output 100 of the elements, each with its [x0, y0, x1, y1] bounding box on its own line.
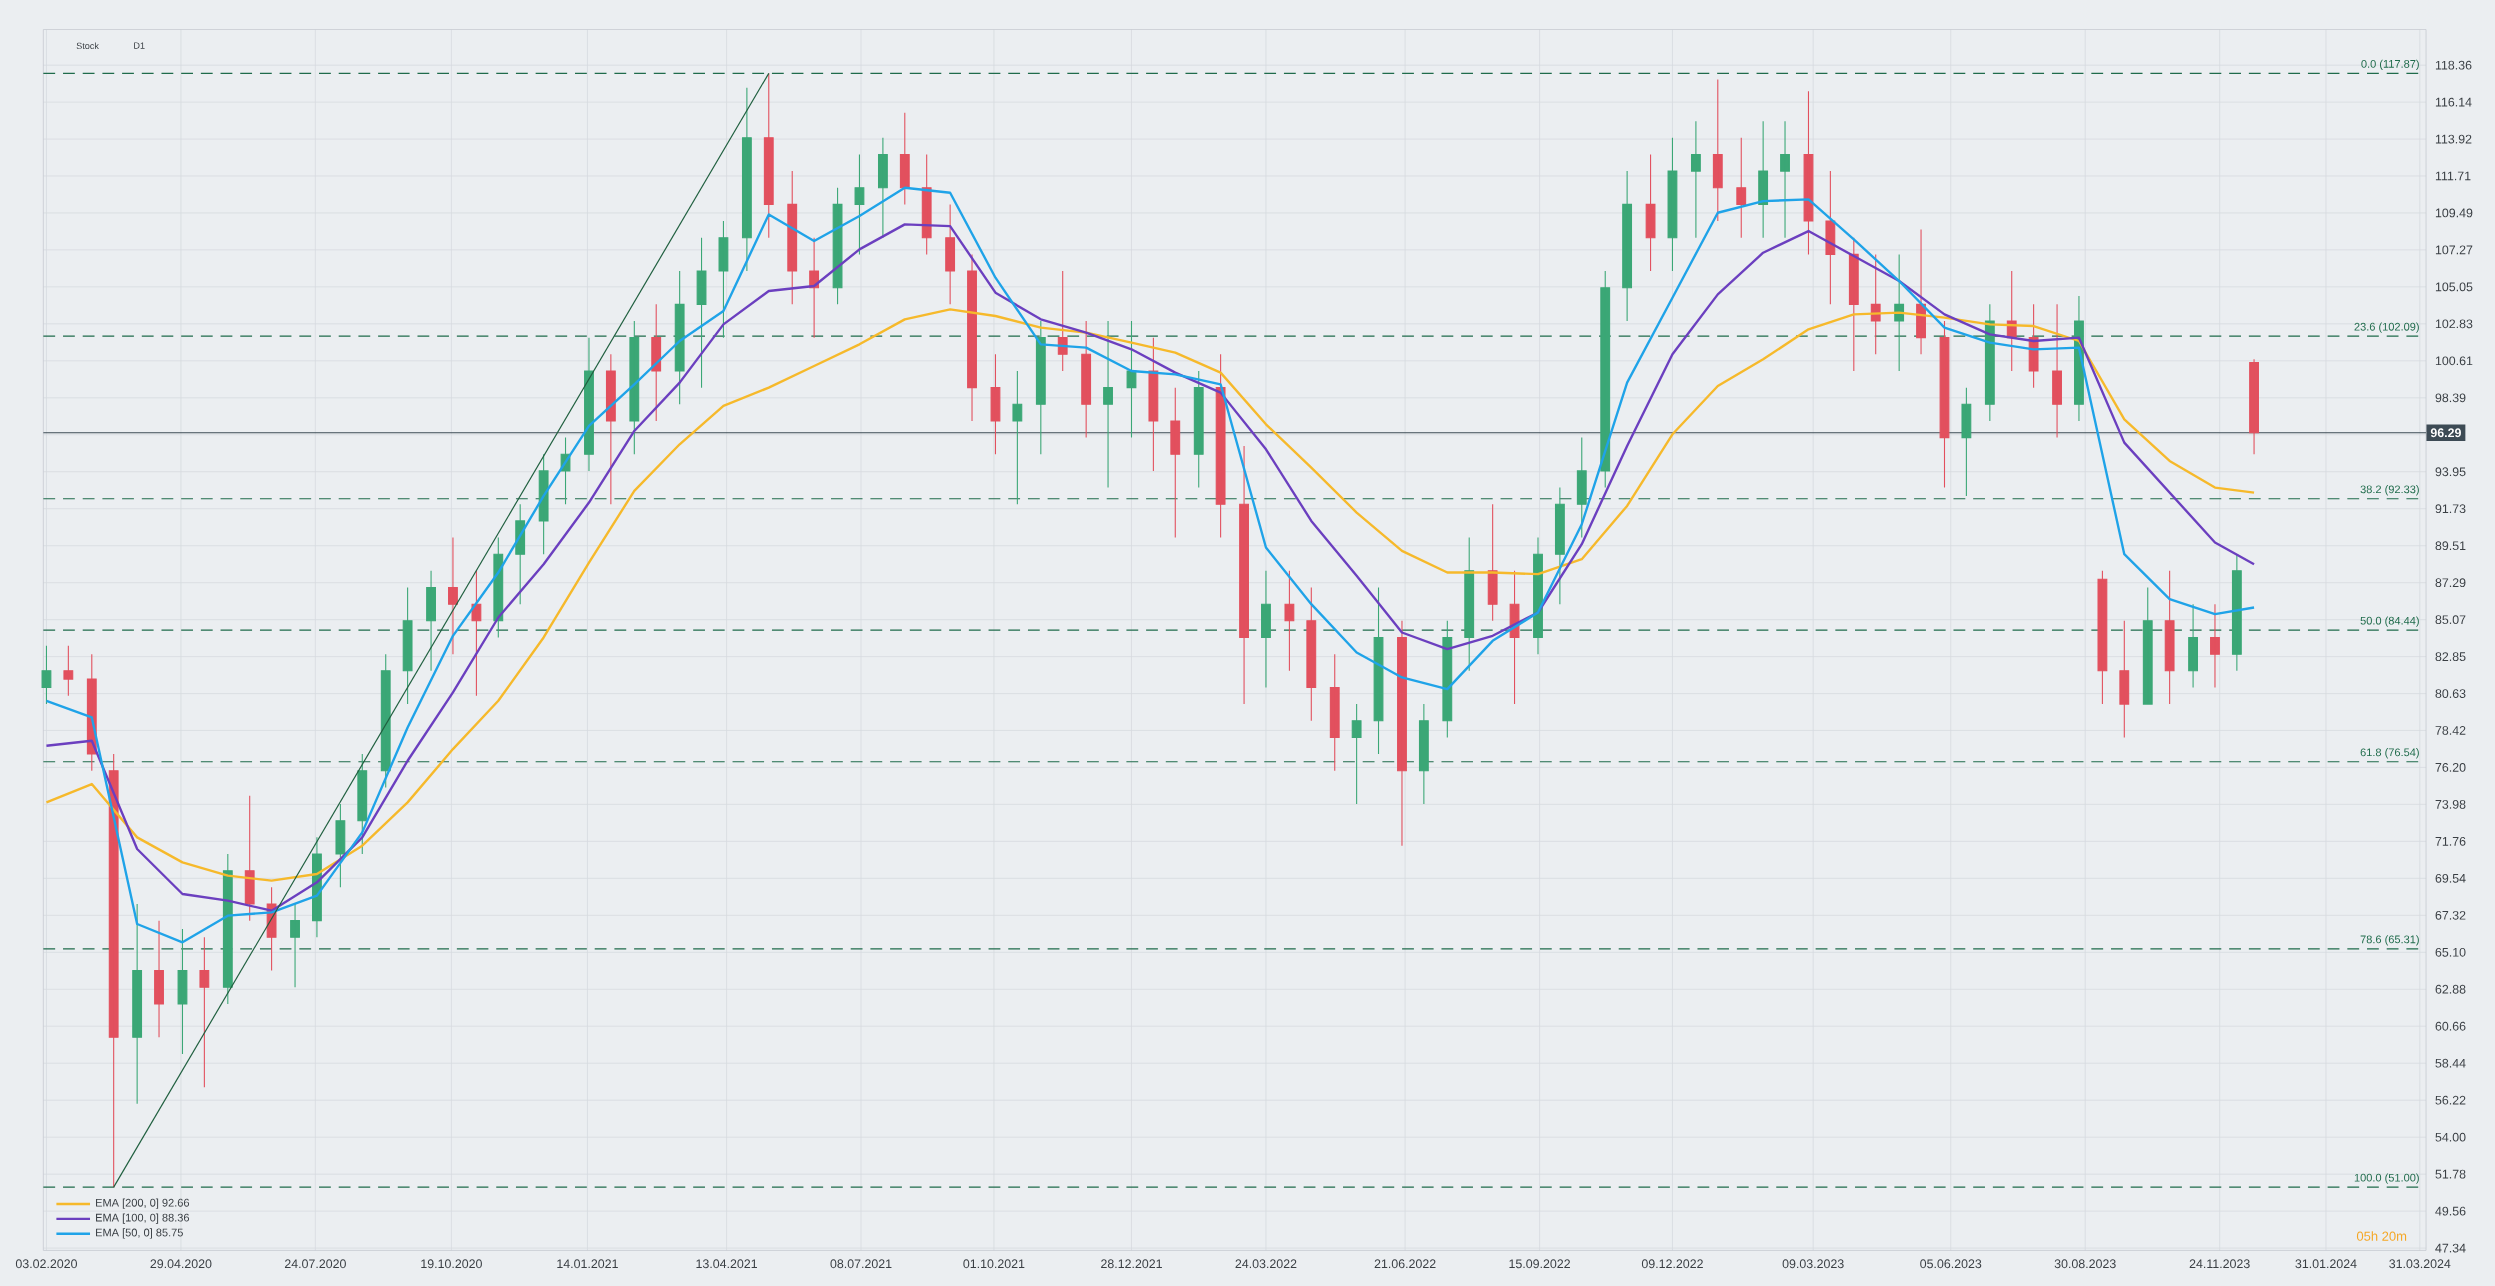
candlestick [584, 337, 594, 472]
candlestick [651, 303, 662, 422]
y-tick-label: 109.49 [2435, 208, 2473, 218]
y-tick-label: 49.56 [2435, 1206, 2466, 1216]
x-tick-label: 21.06.2022 [1374, 1259, 1436, 1269]
x-tick-label: 28.12.2021 [1101, 1259, 1162, 1269]
candlestick [1057, 270, 1068, 372]
y-tick-label: 73.98 [2435, 800, 2466, 809]
candlestick [605, 353, 616, 505]
candlestick [1576, 437, 1587, 539]
candlestick [718, 220, 729, 339]
candlestick [1645, 153, 1656, 272]
candlestick [1758, 120, 1769, 239]
x-tick-label: 31.03.2024 [2389, 1259, 2451, 1269]
candlestick [2164, 570, 2175, 705]
y-tick-label: 113.92 [2435, 134, 2472, 144]
y-tick-label: 65.10 [2435, 947, 2466, 957]
candlestick [290, 903, 300, 988]
candlestick [945, 203, 956, 305]
x-tick-label: 30.08.2023 [2054, 1259, 2116, 1269]
candlestick [1916, 228, 1926, 355]
candlestick [787, 170, 798, 305]
x-tick-label: 29.04.2020 [150, 1259, 212, 1269]
candlestick [1690, 120, 1701, 239]
candlestick [1825, 170, 1836, 305]
candlestick [380, 653, 391, 788]
candlestick [921, 153, 932, 255]
ref-line-label: 50.0 (84.44) [2360, 616, 2419, 627]
candlestick [1803, 90, 1814, 255]
candlestick [990, 353, 1001, 455]
candlestick [1103, 320, 1113, 489]
y-tick-label: 51.78 [2435, 1169, 2466, 1179]
candlestick [1622, 170, 1633, 322]
candlestick [1984, 303, 1995, 422]
candlestick [629, 320, 640, 455]
candlestick [741, 87, 752, 272]
candlestick [538, 453, 549, 555]
candlestick [1215, 353, 1226, 539]
candlestick [1780, 120, 1790, 239]
candlestick [1193, 370, 1204, 489]
candlestick [1239, 445, 1249, 705]
y-tick-label: 105.05 [2435, 282, 2473, 292]
y-tick-label: 78.42 [2435, 726, 2466, 735]
y-tick-label: 54.00 [2435, 1132, 2466, 1142]
candlestick [63, 645, 74, 697]
ref-line-label: 23.6 (102.09) [2354, 322, 2419, 333]
legend-label: EMA [50, 0] 85.75 [96, 1228, 183, 1239]
y-tick-label: 111.71 [2435, 171, 2471, 181]
candlestick [899, 112, 910, 205]
y-tick-label: 60.66 [2435, 1021, 2466, 1031]
x-tick-label: 14.01.2021 [557, 1259, 618, 1269]
candlestick [471, 570, 482, 697]
candlestick [357, 753, 368, 855]
candlestick [1667, 137, 1678, 272]
legend-label: EMA [200, 0] 92.66 [96, 1198, 190, 1209]
candlestick [1870, 253, 1881, 355]
candlestick [1035, 320, 1046, 455]
candlestick [177, 928, 188, 1055]
line-series [45, 308, 2256, 882]
candlestick [448, 537, 458, 655]
x-tick-label: 31.01.2024 [2295, 1259, 2357, 1269]
candlestick [1148, 337, 1159, 472]
candlestick [2210, 603, 2220, 689]
y-tick-label: 100.61 [2435, 356, 2473, 366]
y-tick-label: 58.44 [2435, 1058, 2466, 1068]
candlestick [877, 137, 888, 239]
x-tick-label: 01.10.2021 [963, 1259, 1025, 1269]
x-tick-label: 24.03.2022 [1235, 1259, 1297, 1269]
annotation: Stock [76, 42, 99, 50]
candlestick [402, 587, 413, 705]
candlestick [1351, 703, 1362, 805]
y-tick-label: 102.83 [2435, 319, 2473, 329]
candlestick [1329, 653, 1340, 772]
candlestick [1261, 570, 1271, 689]
ref-line-label: 96.29 [2430, 428, 2461, 438]
x-tick-label: 24.07.2020 [284, 1259, 346, 1269]
ref-line-label: 100.0 (51.00) [2354, 1173, 2419, 1184]
candlestick [809, 237, 820, 339]
candlestick [2249, 358, 2259, 455]
candlestick [1600, 270, 1611, 489]
x-tick-label: 08.07.2021 [830, 1259, 892, 1269]
y-tick-label: 62.88 [2435, 984, 2466, 994]
candlestick [1170, 387, 1181, 539]
candlestick [1081, 320, 1092, 439]
x-tick-label: 19.10.2020 [421, 1259, 482, 1269]
candlestick [426, 570, 436, 672]
annotation: D1 [134, 42, 145, 49]
y-tick-label: 85.07 [2435, 615, 2466, 625]
x-tick-label: 05.06.2023 [1920, 1259, 1982, 1269]
candlestick [2188, 603, 2198, 689]
candlestick [674, 270, 685, 405]
y-tick-label: 67.32 [2435, 910, 2466, 920]
candlestick [199, 936, 210, 1088]
candlestick [2052, 303, 2062, 439]
candlestick [2097, 570, 2108, 705]
candlestick [696, 237, 707, 389]
y-tick-label: 93.95 [2435, 467, 2466, 477]
x-tick-label: 24.11.2023 [2189, 1259, 2250, 1269]
x-tick-label: 13.04.2021 [696, 1259, 757, 1269]
candlestick [108, 753, 119, 1188]
